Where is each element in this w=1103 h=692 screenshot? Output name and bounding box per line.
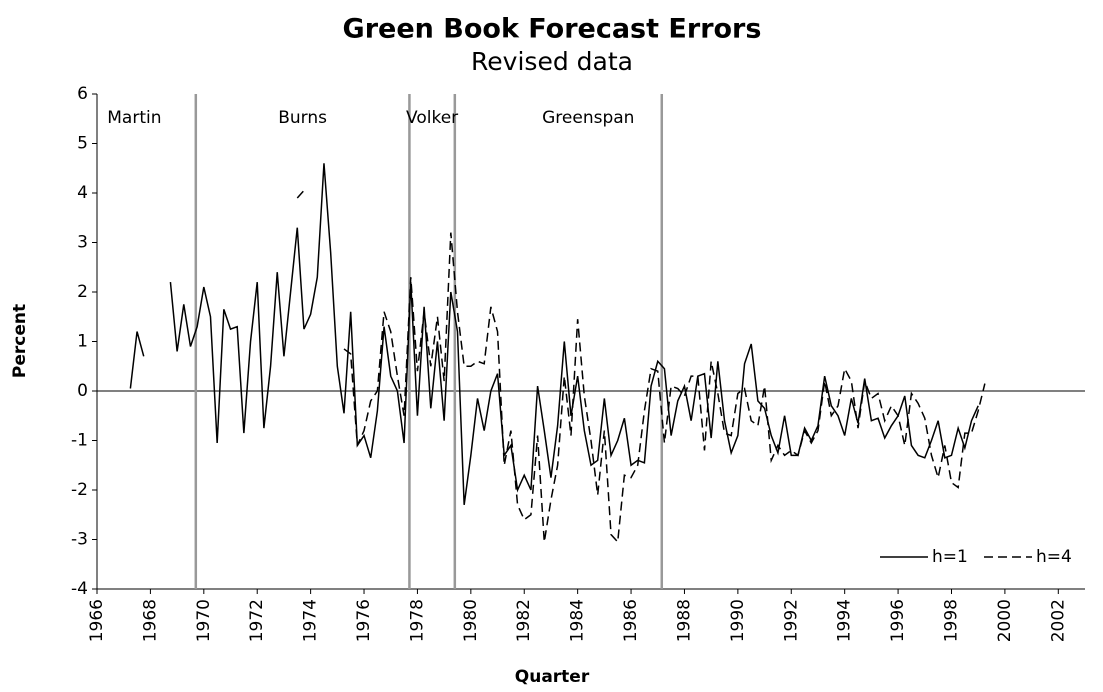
x-tick-label: 1988 [674,599,694,642]
y-tick-label: -1 [71,431,88,451]
legend-label: h=1 [932,547,968,567]
x-tick-label: 1972 [247,599,267,642]
x-tick-label: 2000 [995,599,1015,642]
x-tick-label: 1980 [461,599,481,642]
x-tick-label: 1994 [835,599,855,642]
y-tick-label: 6 [77,84,88,104]
x-tick-label: 1992 [781,599,801,642]
x-tick-label: 1982 [514,599,534,642]
x-tick-label: 1990 [728,599,748,642]
legend-label: h=4 [1036,547,1072,567]
y-tick-label: -2 [71,480,88,500]
y-tick-label: -3 [71,530,88,550]
y-tick-label: 4 [77,183,88,203]
y-tick-label: 1 [77,332,88,352]
era-label: Greenspan [542,108,634,128]
x-tick-label: 1970 [194,599,214,642]
x-tick-label: 1996 [888,599,908,642]
chart-subtitle: Revised data [471,47,633,76]
x-tick-label: 1984 [568,599,588,642]
y-tick-label: 0 [77,381,88,401]
y-tick-label: 5 [77,134,88,154]
y-tick-label: 3 [77,233,88,253]
y-axis-label: Percent [10,304,30,378]
x-axis-label: Quarter [515,667,590,687]
y-tick-label: -4 [71,579,88,599]
x-tick-label: 1966 [87,599,107,642]
x-tick-label: 1976 [354,599,374,642]
x-tick-label: 1968 [140,599,160,642]
x-tick-label: 1978 [407,599,427,642]
y-tick-label: 2 [77,282,88,302]
chart-title: Green Book Forecast Errors [343,14,762,45]
x-tick-label: 1986 [621,599,641,642]
x-tick-label: 1974 [301,599,321,642]
x-tick-label: 2002 [1048,599,1068,642]
x-tick-label: 1998 [941,599,961,642]
era-label: Martin [107,108,161,128]
era-label: Burns [278,108,327,128]
era-label: Volker [406,108,458,128]
series-line [296,190,986,544]
series-line [129,163,979,505]
